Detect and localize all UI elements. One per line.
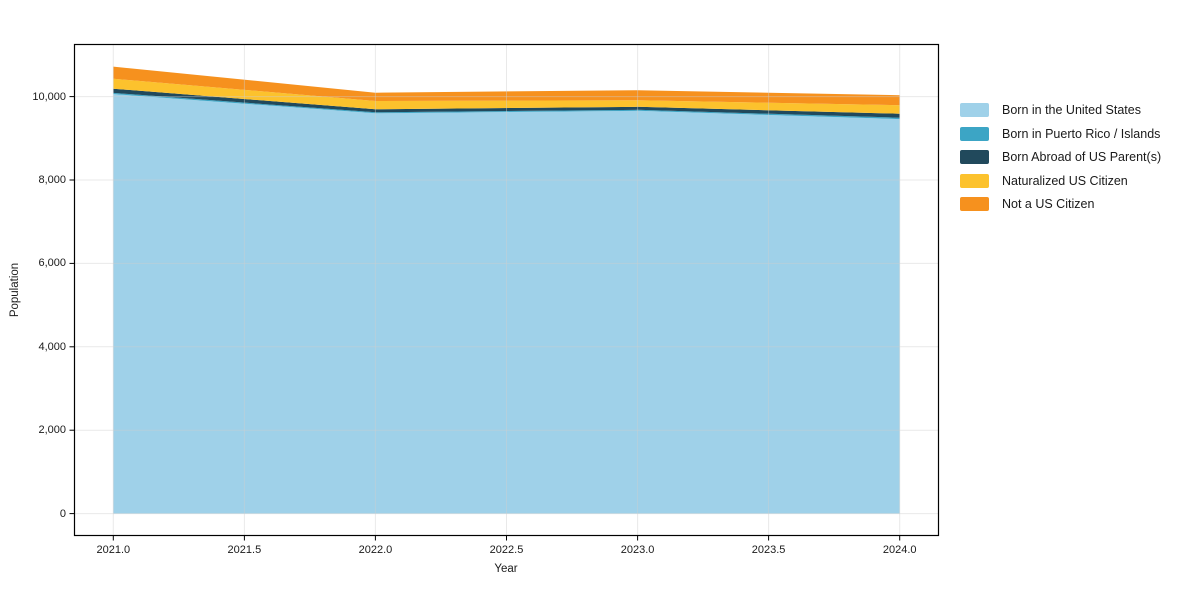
legend-item-1: Born in Puerto Rico / Islands (960, 126, 1161, 142)
area-series-2 (113, 88, 900, 118)
x-tick-label: 2023.5 (751, 544, 786, 556)
legend-item-0: Born in the United States (960, 103, 1161, 118)
x-tick-label: 2022.5 (489, 544, 524, 556)
y-tick-label: 10,000 (32, 90, 66, 103)
area-series-3 (113, 78, 900, 114)
legend-swatch (960, 103, 989, 118)
legend-swatch (960, 173, 989, 188)
area-series-1 (113, 92, 900, 120)
legend-label: Not a US Citizen (1002, 197, 1095, 212)
legend-item-2: Born Abroad of US Parent(s) (960, 150, 1161, 165)
legend-swatch (960, 150, 989, 165)
area-series-0 (113, 94, 900, 514)
legend-item-4: Not a US Citizen (960, 197, 1161, 212)
y-tick-label: 0 (59, 507, 66, 520)
x-tick-label: 2022.0 (358, 544, 393, 556)
legend: Born in the United States Born in Puerto … (960, 103, 1161, 221)
legend-label: Born in Puerto Rico / Islands (1002, 126, 1161, 141)
area-series-4 (113, 66, 900, 106)
y-tick-label: 2,000 (38, 424, 66, 437)
x-axis-label: Year (494, 563, 518, 575)
legend-item-3: Naturalized US Citizen (960, 173, 1161, 189)
y-tick-label: 8,000 (38, 174, 66, 187)
x-tick-label: 2023.0 (620, 544, 655, 556)
legend-swatch (960, 126, 989, 141)
legend-label: Born in the United States (1002, 103, 1141, 118)
legend-swatch (960, 197, 989, 212)
y-tick-label: 4,000 (38, 340, 66, 353)
plot-border (73, 43, 940, 537)
x-tick-label: 2021.5 (227, 544, 262, 556)
y-axis-label: Population (9, 262, 21, 318)
legend-label: Born Abroad of US Parent(s) (1002, 150, 1162, 165)
x-tick-label: 2024.0 (882, 544, 917, 556)
x-tick-label: 2021.0 (96, 544, 131, 556)
legend-label: Naturalized US Citizen (1002, 173, 1128, 188)
y-tick-label: 6,000 (38, 257, 66, 270)
